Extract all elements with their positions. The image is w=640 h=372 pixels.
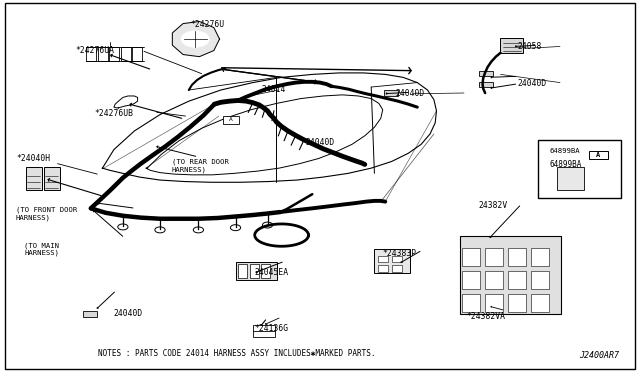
Bar [508,294,526,312]
Bar [485,294,503,312]
Bar [374,249,410,273]
Bar [462,248,480,266]
Text: *24383P: *24383P [383,249,417,258]
Text: 24040D: 24040D [306,138,335,147]
Bar [378,256,388,262]
Text: *24040H: *24040H [16,154,50,163]
Text: A: A [596,152,600,158]
Bar [531,271,549,289]
Bar [508,248,526,266]
Text: A: A [228,117,232,122]
Text: *24276UB: *24276UB [95,109,134,118]
Text: 64899BA: 64899BA [549,160,582,169]
Bar [223,116,239,124]
Bar [121,47,131,61]
Bar [531,294,549,312]
Bar [589,151,608,159]
Text: J2400AR7: J2400AR7 [580,351,620,360]
Bar [462,294,480,312]
Text: 24045EA: 24045EA [255,268,289,277]
Bar [460,236,561,314]
Bar [261,264,270,278]
Text: *24276U: *24276U [191,20,225,29]
Bar [479,82,493,87]
Bar [132,47,142,61]
Text: *24382VA: *24382VA [466,312,505,321]
Text: *24276UA: *24276UA [76,46,115,55]
Text: (TO FRONT DOOR
HARNESS): (TO FRONT DOOR HARNESS) [16,207,77,221]
Bar [508,271,526,289]
Bar [462,271,480,289]
Text: (TO MAIN
HARNESS): (TO MAIN HARNESS) [24,242,60,256]
Text: 24058: 24058 [517,42,541,51]
Text: NOTES : PARTS CODE 24014 HARNESS ASSY INCLUDES✱MARKED PARTS.: NOTES : PARTS CODE 24014 HARNESS ASSY IN… [98,349,376,358]
Bar [250,264,259,278]
Bar [86,47,96,61]
Bar [83,311,97,317]
Bar [236,262,277,280]
Bar [44,167,60,190]
Bar [485,271,503,289]
Bar [500,38,523,53]
Text: 24014: 24014 [261,85,285,94]
Bar [557,167,584,190]
Bar [238,264,247,278]
Text: 24382V: 24382V [479,201,508,210]
Bar [485,248,503,266]
Text: 24040D: 24040D [517,79,547,88]
Bar [479,71,493,76]
Bar [392,265,402,272]
Text: *24136G: *24136G [255,324,289,333]
Bar [538,140,621,198]
Text: 24040D: 24040D [396,89,425,98]
Bar [26,167,42,190]
Polygon shape [114,96,138,108]
Bar [392,256,402,262]
Bar [98,47,108,61]
Text: (TO REAR DOOR
HARNESS): (TO REAR DOOR HARNESS) [172,158,228,173]
Bar [378,265,388,272]
Polygon shape [172,22,220,57]
Text: 64899BA: 64899BA [549,148,580,154]
Bar [109,47,119,61]
Bar [531,248,549,266]
Text: 24040D: 24040D [114,309,143,318]
Bar [384,90,398,96]
Bar [253,326,275,337]
Circle shape [181,31,209,47]
